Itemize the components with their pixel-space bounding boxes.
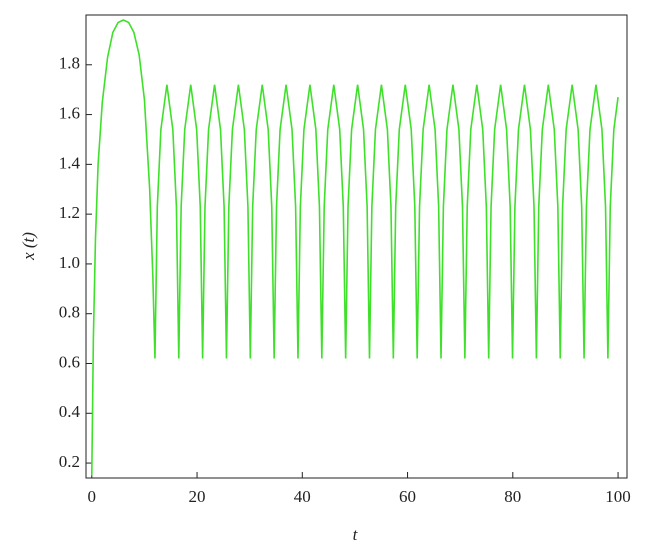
x-tick-label: 20 [189, 487, 206, 506]
y-tick-label: 1.4 [59, 153, 81, 172]
y-tick-label: 1.6 [59, 103, 80, 122]
x-tick-label: 0 [88, 487, 97, 506]
plot-frame [85, 14, 628, 479]
y-tick-label: 0.2 [59, 452, 80, 471]
y-tick-label: 0.4 [59, 402, 81, 421]
x-tick-label: 80 [504, 487, 521, 506]
y-axis-label: x (t) [19, 232, 38, 261]
y-tick-label: 1.2 [59, 203, 80, 222]
y-tick-label: 0.6 [59, 352, 80, 371]
x-tick-label: 40 [294, 487, 311, 506]
y-tick-label: 1.8 [59, 54, 80, 73]
x-tick-label: 60 [399, 487, 416, 506]
data-line [90, 19, 619, 476]
y-tick-label: 0.8 [59, 303, 80, 322]
x-tick-label: 100 [605, 487, 631, 506]
x-axis-label: t [353, 525, 359, 544]
y-tick-label: 1.0 [59, 253, 80, 272]
